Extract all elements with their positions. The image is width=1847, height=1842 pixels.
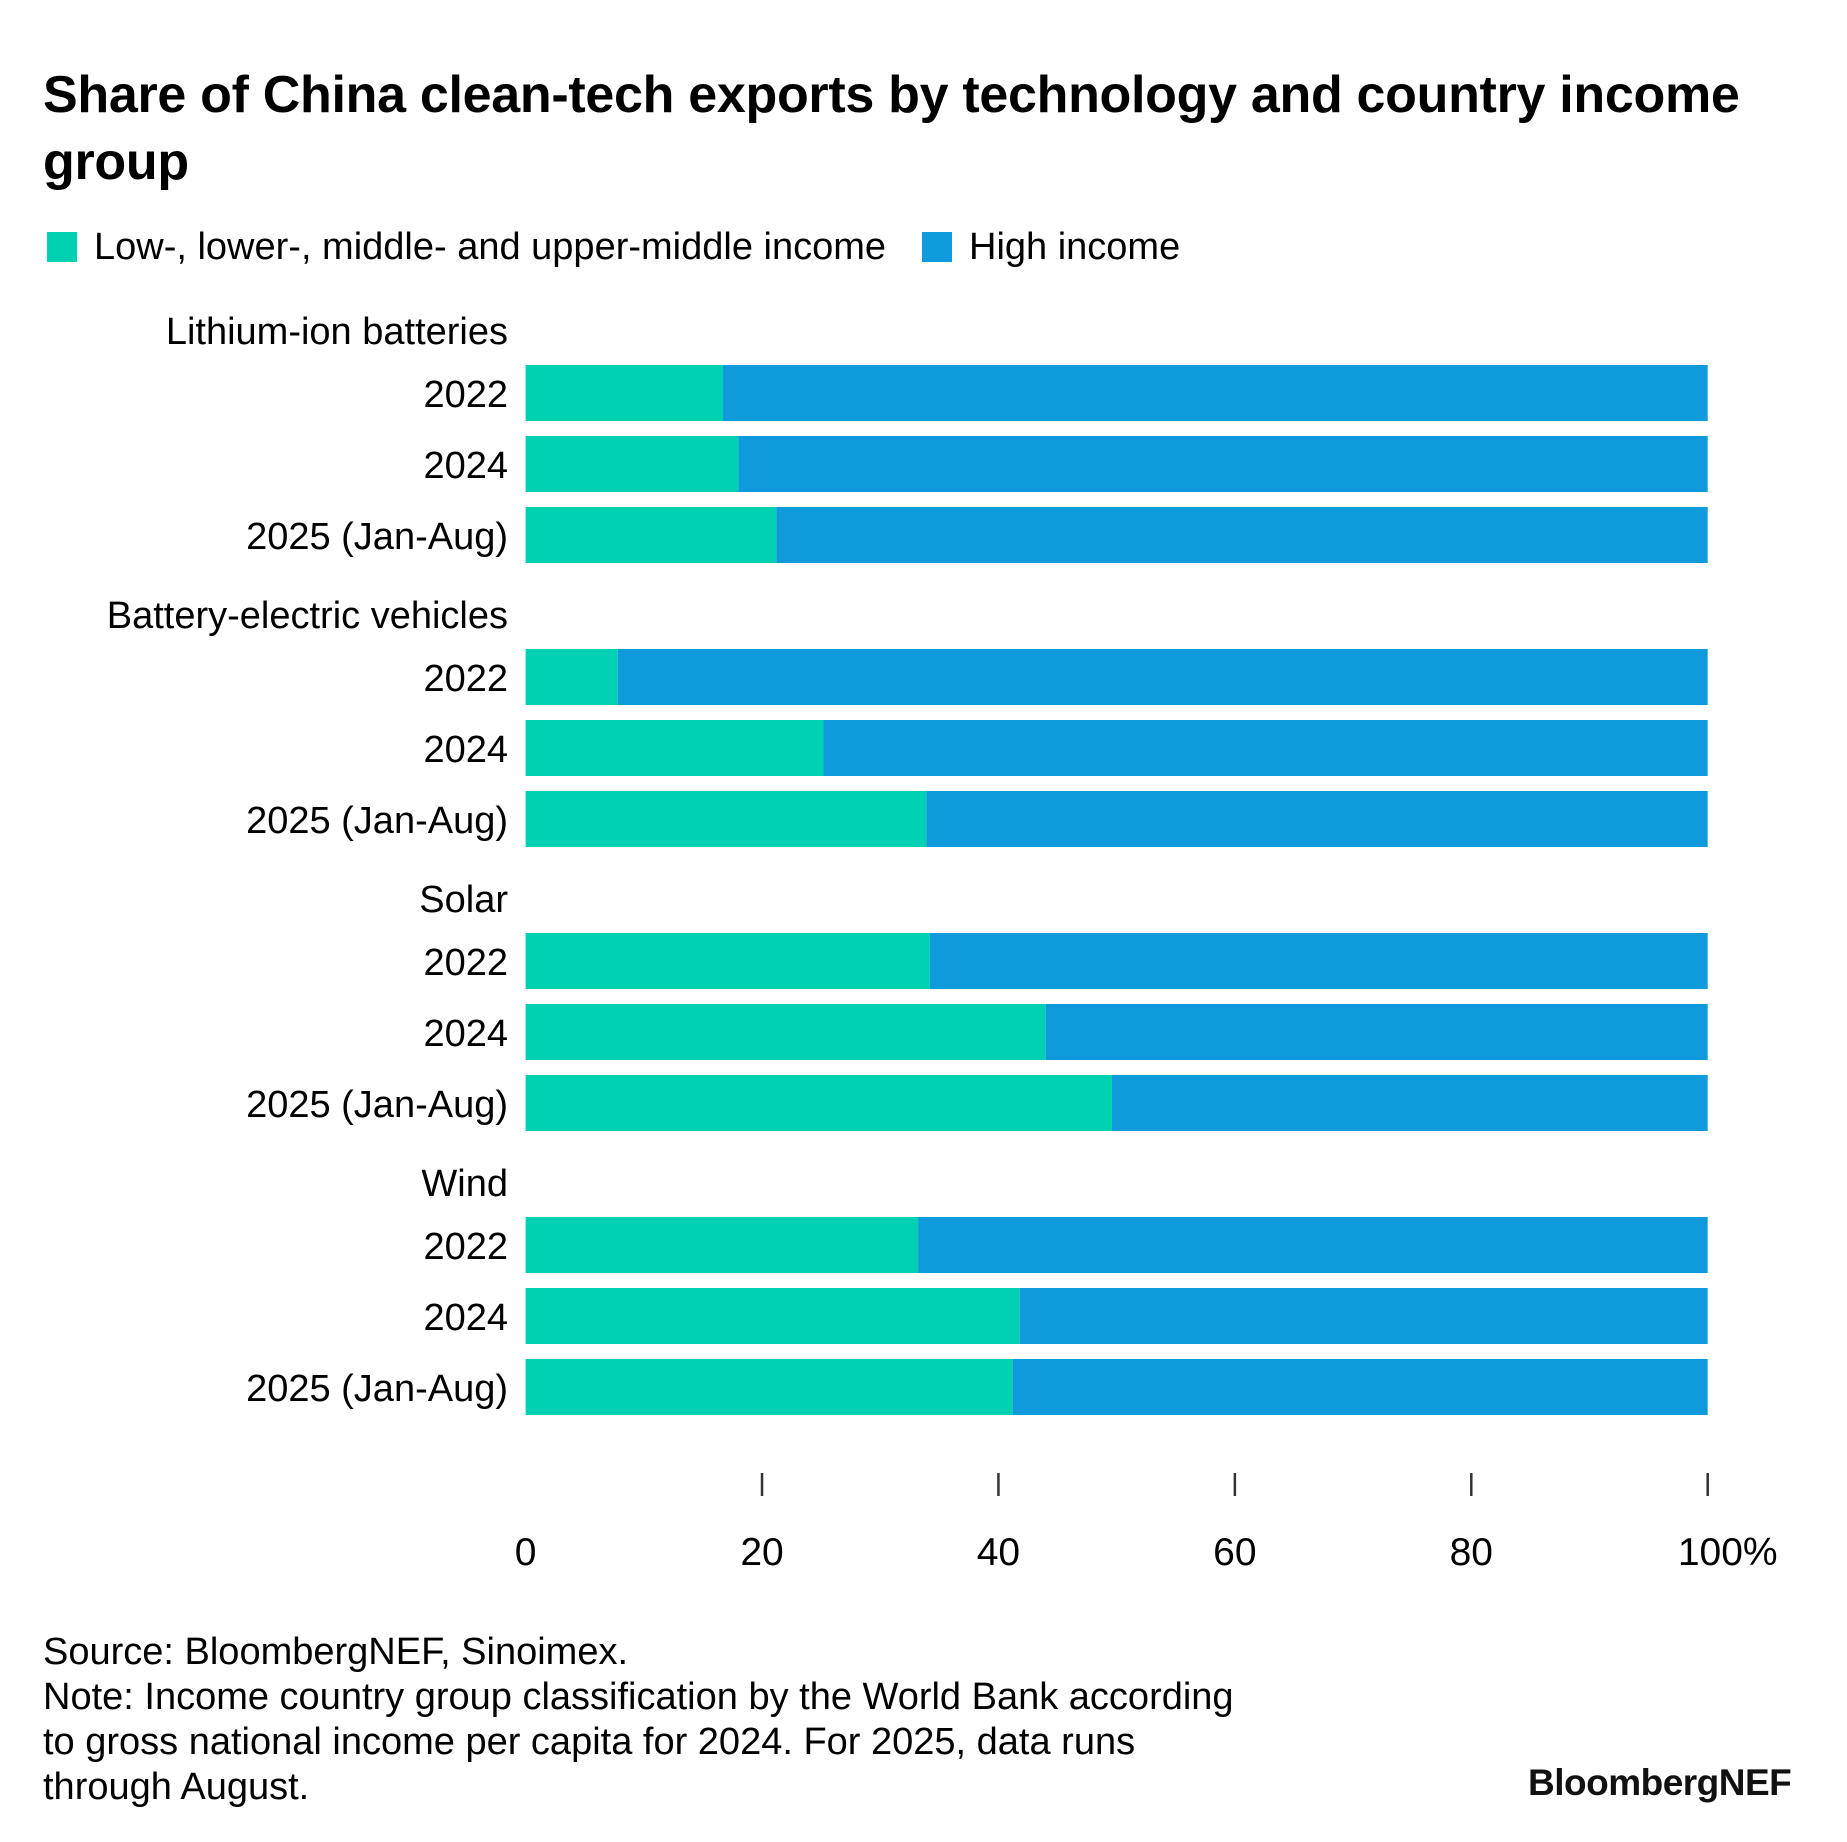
- x-axis-tick-label: 40: [977, 1531, 1020, 1574]
- group-label: Battery-electric vehicles: [107, 595, 508, 637]
- bar-segment-low-middle-income: [525, 436, 739, 492]
- group-label: Wind: [421, 1163, 508, 1205]
- bar-segment-low-middle-income: [525, 720, 824, 776]
- bar-segment-low-middle-income: [525, 1359, 1013, 1415]
- legend-label-high-income: High income: [969, 225, 1181, 268]
- category-label: 2025 (Jan-Aug): [246, 1084, 508, 1126]
- bar-segment-high-income: [1045, 1004, 1708, 1060]
- bar-segment-high-income: [617, 649, 1708, 705]
- note-line: through August.: [43, 1766, 310, 1808]
- bar-segment-high-income: [1012, 1359, 1708, 1415]
- bar-segment-high-income: [929, 933, 1708, 989]
- bar-segment-low-middle-income: [525, 507, 777, 563]
- footer: Source: BloombergNEF, Sinoimex. Note: In…: [43, 1630, 1234, 1810]
- x-axis-tick-label: 80: [1450, 1531, 1493, 1574]
- note-line: Note: Income country group classificatio…: [43, 1676, 1234, 1718]
- bar-segment-high-income: [1111, 1075, 1708, 1131]
- category-label: 2025 (Jan-Aug): [246, 1368, 508, 1410]
- bar-segment-low-middle-income: [525, 649, 618, 705]
- category-label: 2022: [423, 942, 508, 984]
- category-label: 2022: [423, 374, 508, 416]
- group-label: Lithium-ion batteries: [166, 311, 508, 353]
- bar-segment-high-income: [738, 436, 1708, 492]
- bar-segment-high-income: [776, 507, 1708, 563]
- bar-segment-high-income: [926, 791, 1708, 847]
- bloombergnef-logo: BloombergNEF: [1528, 1762, 1792, 1803]
- category-label: 2024: [423, 1297, 508, 1339]
- category-label: 2025 (Jan-Aug): [246, 516, 508, 558]
- bar-segment-high-income: [918, 1217, 1708, 1273]
- bar-segment-low-middle-income: [525, 1288, 1020, 1344]
- x-axis-tick-label: 0: [515, 1531, 537, 1574]
- category-label: 2022: [423, 658, 508, 700]
- chart-title: Share of China clean-tech exports by tec…: [43, 66, 1740, 191]
- x-axis-tick-label: 20: [740, 1531, 783, 1574]
- bar-segment-low-middle-income: [525, 933, 930, 989]
- bar-segment-high-income: [823, 720, 1708, 776]
- category-label: 2024: [423, 445, 508, 487]
- category-label: 2024: [423, 729, 508, 771]
- legend-label-low-middle-income: Low-, lower-, middle- and upper-middle i…: [94, 225, 887, 268]
- bar-segment-low-middle-income: [525, 1075, 1112, 1131]
- bar-segment-low-middle-income: [525, 791, 927, 847]
- legend-swatch-high-income: [922, 232, 953, 262]
- note-line: to gross national income per capita for …: [43, 1721, 1136, 1763]
- x-axis-tick-label: 60: [1213, 1531, 1256, 1574]
- source-note: Source: BloombergNEF, Sinoimex.: [43, 1631, 629, 1673]
- legend: Low-, lower-, middle- and upper-middle i…: [47, 226, 1216, 268]
- category-label: 2022: [423, 1226, 508, 1268]
- legend-swatch-low-middle-income: [47, 232, 77, 262]
- bar-segment-low-middle-income: [525, 1004, 1046, 1060]
- category-label: 2024: [423, 1013, 508, 1055]
- category-label: 2025 (Jan-Aug): [246, 800, 508, 842]
- bar-segment-low-middle-income: [525, 1217, 919, 1273]
- bar-segment-low-middle-income: [525, 365, 724, 421]
- x-axis-tick-label: 100%: [1678, 1531, 1778, 1574]
- bar-segment-high-income: [723, 365, 1708, 421]
- bar-segment-high-income: [1019, 1288, 1708, 1344]
- legend-item-low-middle-income: Low-, lower-, middle- and upper-middle i…: [47, 226, 886, 269]
- legend-item-high-income: High income: [922, 226, 1180, 269]
- group-label: Solar: [419, 879, 508, 921]
